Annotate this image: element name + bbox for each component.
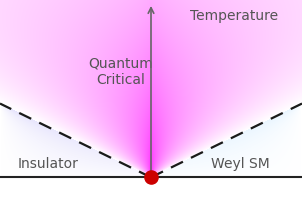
Text: Weyl SM: Weyl SM — [211, 156, 270, 170]
Text: Quantum
Critical: Quantum Critical — [88, 56, 153, 87]
Text: Insulator: Insulator — [18, 156, 79, 170]
Point — [149, 176, 153, 179]
Text: Temperature: Temperature — [190, 9, 278, 23]
